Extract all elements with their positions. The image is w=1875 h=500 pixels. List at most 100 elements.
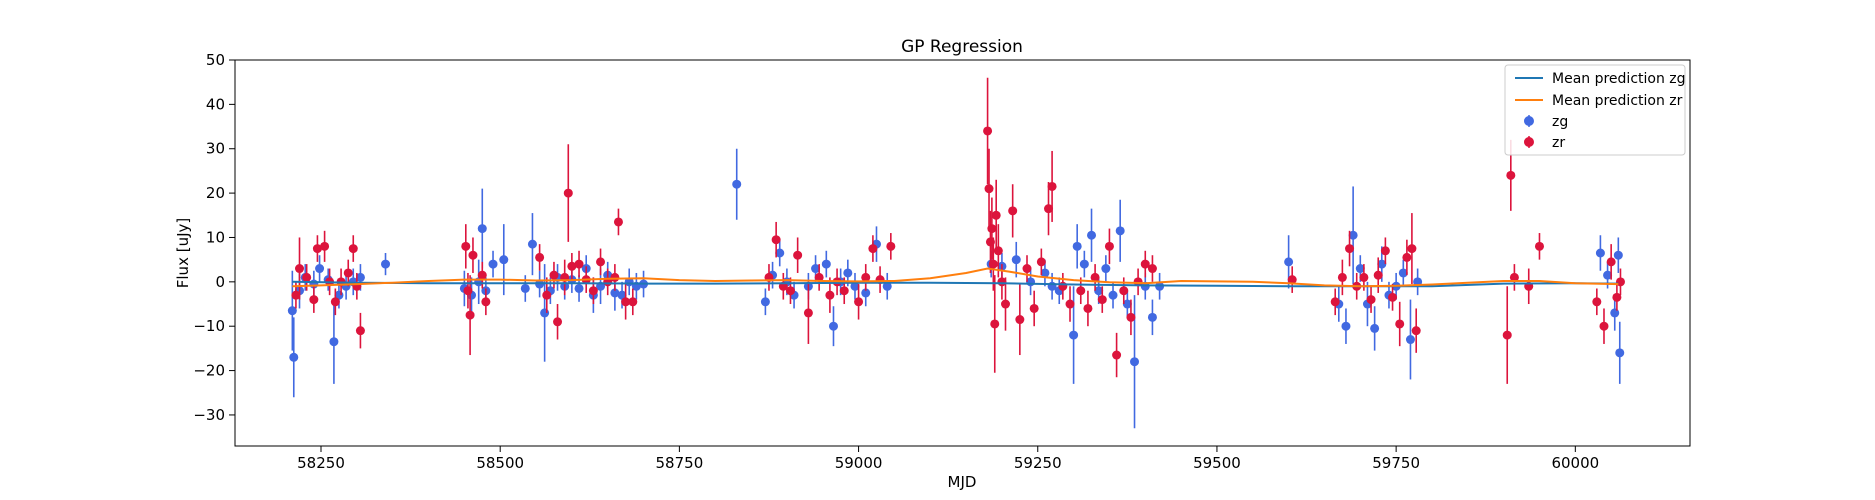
- zr-point: [542, 290, 552, 300]
- zr-point: [1022, 264, 1032, 274]
- zr-point: [990, 319, 1000, 329]
- zr-point: [330, 297, 340, 307]
- legend-label-zg-line: Mean prediction zg: [1552, 71, 1686, 87]
- zg-point: [843, 268, 853, 278]
- zg-point: [289, 352, 299, 362]
- x-tick-label: 59000: [835, 454, 883, 472]
- x-tick-label: 58750: [656, 454, 704, 472]
- zr-point: [481, 297, 491, 307]
- zg-point: [1348, 230, 1358, 240]
- legend-label-zg-points: zg: [1552, 114, 1568, 130]
- zg-point: [1613, 250, 1623, 260]
- zr-point: [1104, 241, 1114, 251]
- x-tick-label: 59250: [1014, 454, 1062, 472]
- zg-point: [811, 264, 821, 274]
- x-axis-label: MJD: [948, 473, 977, 491]
- zg-point: [1011, 255, 1021, 265]
- zr-point: [1090, 272, 1100, 282]
- x-axis-ticks: 58250 58500 58750 59000 59250 59500 59750 60000: [297, 446, 1599, 472]
- zr-point: [1506, 170, 1516, 180]
- zr-point: [1395, 319, 1405, 329]
- legend-box: [1504, 64, 1686, 156]
- zg-point: [1405, 335, 1415, 345]
- zg-point: [1398, 268, 1408, 278]
- zg-point: [1355, 264, 1365, 274]
- zr-point: [1126, 312, 1136, 322]
- zr-point: [993, 246, 1003, 256]
- zr-point: [886, 241, 896, 251]
- zr-point: [793, 250, 803, 260]
- zr-point: [549, 270, 559, 280]
- zr-point: [991, 210, 1001, 220]
- zg-point: [574, 283, 584, 293]
- zr-point: [621, 297, 631, 307]
- zr-point: [1133, 277, 1143, 287]
- zr-point: [839, 286, 849, 296]
- zr-point: [1599, 321, 1609, 331]
- zr-point: [1534, 241, 1544, 251]
- chart-title: GP Regression: [901, 37, 1023, 57]
- zg-point: [1130, 357, 1140, 367]
- zr-point: [468, 250, 478, 260]
- zr-point: [295, 264, 305, 274]
- zg-point: [610, 288, 620, 298]
- zr-point: [1345, 244, 1355, 254]
- zr-point: [1373, 270, 1383, 280]
- x-tick-label: 59750: [1372, 454, 1420, 472]
- zr-point: [302, 272, 312, 282]
- zg-point: [527, 239, 537, 249]
- zg-point: [1610, 308, 1620, 318]
- zg-point: [1284, 257, 1294, 267]
- zr-point: [825, 290, 835, 300]
- zr-point: [1402, 252, 1412, 262]
- zr-point: [814, 272, 824, 282]
- zg-point: [828, 321, 838, 331]
- y-axis-label: Flux [uJy]: [174, 218, 192, 288]
- zr-point: [861, 272, 871, 282]
- zg-point: [488, 259, 498, 269]
- plot-frame: [234, 59, 1691, 447]
- zg-point: [1101, 264, 1111, 274]
- zg-point: [1595, 248, 1605, 258]
- legend-swatch-zr-marker: [1524, 137, 1534, 147]
- zr-point: [1366, 295, 1376, 305]
- zr-point: [588, 286, 598, 296]
- y-tick-label: −10: [193, 317, 225, 335]
- zr-point: [610, 272, 620, 282]
- zr-point: [1592, 297, 1602, 307]
- zr-point: [355, 326, 365, 336]
- zr-point: [1407, 244, 1417, 254]
- zr-point: [1044, 204, 1054, 214]
- zr-point: [854, 297, 864, 307]
- y-tick-label: 20: [206, 184, 225, 202]
- zr-point: [1015, 315, 1025, 325]
- zr-point: [1380, 246, 1390, 256]
- y-tick-label: 50: [206, 51, 225, 69]
- zr-point: [463, 286, 473, 296]
- zg-point: [355, 272, 365, 282]
- zg-point: [732, 179, 742, 189]
- zr-point: [348, 244, 358, 254]
- zr-point: [1083, 303, 1093, 313]
- mean-prediction-lines: [292, 267, 1619, 288]
- zr-point: [574, 259, 584, 269]
- zr-point: [1058, 281, 1068, 291]
- zg-point: [617, 290, 627, 300]
- zr-point: [1147, 264, 1157, 274]
- y-tick-label: −30: [193, 406, 225, 424]
- zr-point: [1001, 299, 1011, 309]
- zg-point: [315, 264, 325, 274]
- zr-point: [1119, 286, 1129, 296]
- x-tick-label: 60000: [1551, 454, 1599, 472]
- zg-point: [477, 224, 487, 234]
- zr-point: [1065, 299, 1075, 309]
- zr-point: [1029, 303, 1039, 313]
- zr-points: [291, 77, 1625, 384]
- zr-point: [1388, 292, 1398, 302]
- zg-point: [821, 259, 831, 269]
- zg-point: [1072, 241, 1082, 251]
- zg-point: [1603, 270, 1613, 280]
- zr-point: [984, 184, 994, 194]
- zg-point: [1147, 312, 1157, 322]
